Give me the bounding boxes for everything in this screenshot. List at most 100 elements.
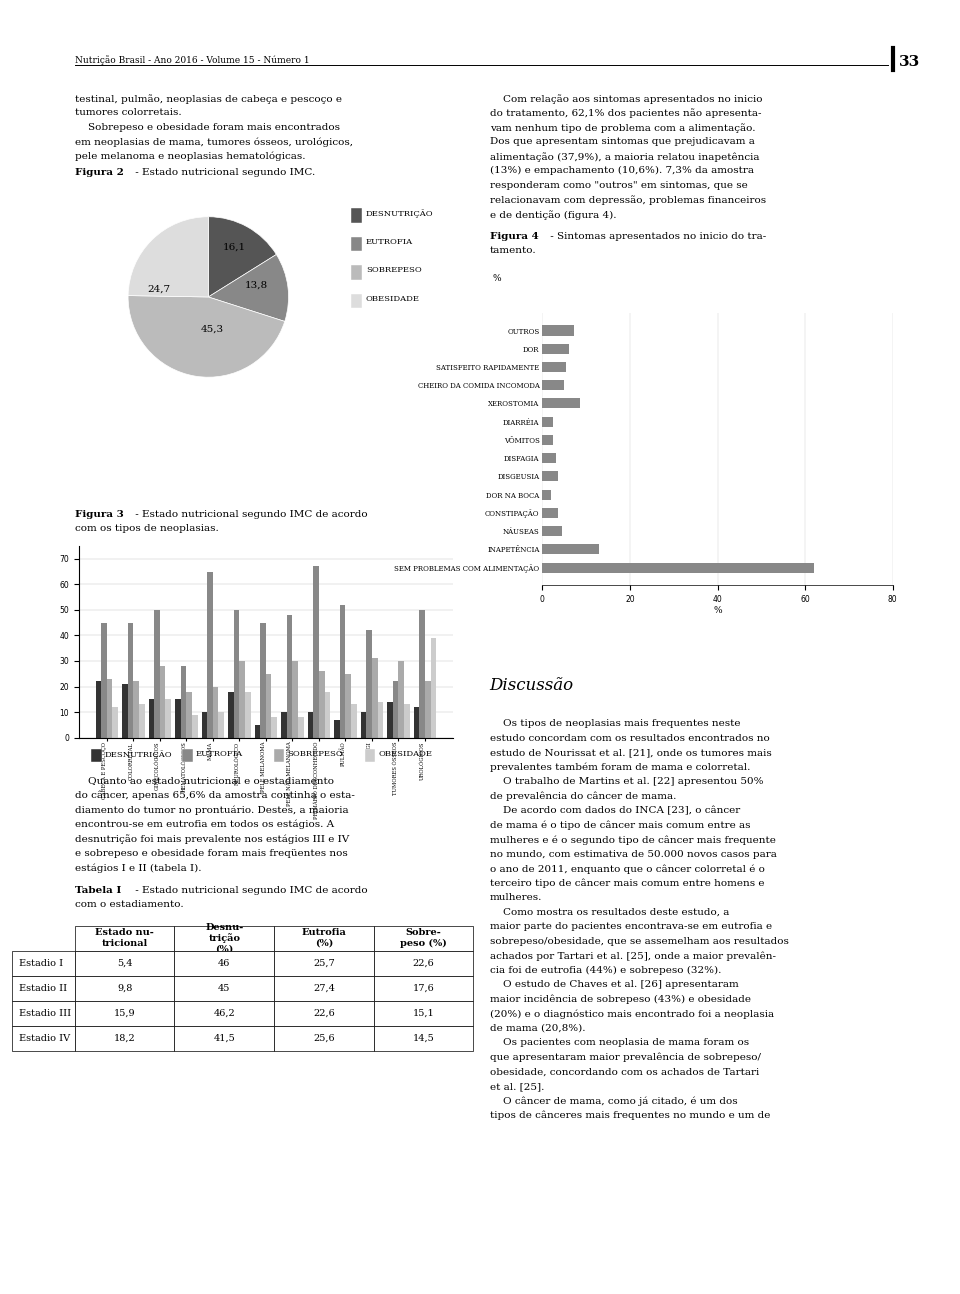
Text: mulheres.: mulheres. — [490, 893, 542, 902]
Bar — [542, 362, 566, 371]
Text: Figura 3: Figura 3 — [75, 510, 124, 519]
Bar — [542, 527, 563, 536]
Text: 13,8: 13,8 — [245, 281, 268, 290]
Bar — [542, 471, 558, 481]
Text: prevalentes também foram de mama e colorretal.: prevalentes também foram de mama e color… — [490, 763, 750, 773]
Bar — [245, 691, 251, 738]
Bar — [346, 674, 351, 738]
Text: mulheres e é o segundo tipo de câncer mais frequente: mulheres e é o segundo tipo de câncer ma… — [490, 836, 776, 845]
Bar — [404, 704, 410, 738]
Text: Como mostra os resultados deste estudo, a: Como mostra os resultados deste estudo, … — [490, 908, 729, 917]
Bar — [420, 609, 425, 738]
Bar — [112, 707, 118, 738]
Text: diamento do tumor no prontuário. Destes, a maioria: diamento do tumor no prontuário. Destes,… — [75, 805, 348, 815]
Text: Tabela I: Tabela I — [75, 885, 121, 894]
Text: Os pacientes com neoplasia de mama foram os: Os pacientes com neoplasia de mama foram… — [490, 1038, 749, 1047]
Text: maior incidência de sobrepeso (43%) e obesidade: maior incidência de sobrepeso (43%) e ob… — [490, 995, 751, 1004]
Text: DESNUTRIÇÃO: DESNUTRIÇÃO — [366, 210, 433, 217]
Bar — [542, 417, 553, 427]
Bar — [340, 604, 346, 738]
Text: que apresentaram maior prevalência de sobrepeso/: que apresentaram maior prevalência de so… — [490, 1053, 760, 1062]
Text: SOBREPESO: SOBREPESO — [366, 267, 421, 274]
Text: Discussão: Discussão — [490, 677, 574, 694]
Bar — [308, 712, 313, 738]
Bar — [281, 712, 287, 738]
Text: desnutrição foi mais prevalente nos estágios III e IV: desnutrição foi mais prevalente nos está… — [75, 835, 349, 844]
Bar — [351, 704, 356, 738]
Bar — [542, 326, 574, 335]
Bar — [377, 701, 383, 738]
Text: testinal, pulmão, neoplasias de cabeça e pescoço e: testinal, pulmão, neoplasias de cabeça e… — [75, 94, 342, 104]
Text: EUTROFIA: EUTROFIA — [366, 238, 413, 246]
Text: Figura 2: Figura 2 — [75, 168, 124, 177]
Wedge shape — [128, 216, 208, 298]
Text: OBESIDADE: OBESIDADE — [378, 751, 432, 758]
Bar — [139, 704, 145, 738]
Bar — [542, 399, 580, 409]
Bar — [367, 630, 372, 738]
Text: tamento.: tamento. — [490, 246, 537, 255]
X-axis label: %: % — [713, 607, 722, 616]
Text: OBESIDADE: OBESIDADE — [366, 295, 420, 303]
Bar — [287, 615, 293, 738]
Wedge shape — [208, 217, 276, 298]
Bar — [430, 638, 436, 738]
Text: relacionavam com depressão, problemas financeiros: relacionavam com depressão, problemas fi… — [490, 195, 766, 204]
Text: (20%) e o diagnóstico mais encontrado foi a neoplasia: (20%) e o diagnóstico mais encontrado fo… — [490, 1009, 774, 1018]
Text: estágios I e II (tabela I).: estágios I e II (tabela I). — [75, 863, 202, 873]
Text: achados por Tartari et al. [25], onde a maior prevalên-: achados por Tartari et al. [25], onde a … — [490, 951, 776, 961]
Text: tumores colorretais.: tumores colorretais. — [75, 109, 181, 118]
Bar — [160, 666, 165, 738]
Bar — [298, 717, 303, 738]
Bar — [266, 674, 272, 738]
Text: o ano de 2011, enquanto que o câncer colorretal é o: o ano de 2011, enquanto que o câncer col… — [490, 864, 764, 873]
Text: et al. [25].: et al. [25]. — [490, 1082, 544, 1091]
Text: maior parte do pacientes encontrava-se em eutrofia e: maior parte do pacientes encontrava-se e… — [490, 923, 772, 932]
Bar — [334, 719, 340, 738]
Bar — [324, 691, 330, 738]
Bar — [542, 380, 564, 391]
Bar — [107, 679, 112, 738]
Bar — [272, 717, 277, 738]
Text: O câncer de mama, como já citado, é um dos: O câncer de mama, como já citado, é um d… — [490, 1096, 737, 1106]
Text: tipos de cânceres mais frequentes no mundo e um de: tipos de cânceres mais frequentes no mun… — [490, 1110, 770, 1121]
Bar — [372, 659, 377, 738]
Text: 45,3: 45,3 — [201, 325, 224, 334]
Text: com os tipos de neoplasias.: com os tipos de neoplasias. — [75, 524, 219, 533]
Text: responderam como "outros" em sintomas, que se: responderam como "outros" em sintomas, q… — [490, 181, 747, 190]
Bar — [202, 712, 207, 738]
Text: de prevalência do câncer de mama.: de prevalência do câncer de mama. — [490, 792, 676, 801]
Text: (13%) e empachamento (10,6%). 7,3% da amostra: (13%) e empachamento (10,6%). 7,3% da am… — [490, 167, 754, 176]
Wedge shape — [208, 255, 289, 321]
Text: estudo concordam com os resultados encontrados no: estudo concordam com os resultados encon… — [490, 734, 769, 743]
Bar — [213, 687, 219, 738]
Bar — [133, 682, 139, 738]
Bar — [414, 707, 420, 738]
Text: terceiro tipo de câncer mais comum entre homens e: terceiro tipo de câncer mais comum entre… — [490, 879, 764, 889]
Text: sobrepeso/obesidade, que se assemelham aos resultados: sobrepeso/obesidade, que se assemelham a… — [490, 937, 788, 946]
Text: Os tipos de neoplasias mais frequentes neste: Os tipos de neoplasias mais frequentes n… — [490, 719, 740, 729]
Bar — [254, 725, 260, 738]
Text: O estudo de Chaves et al. [26] apresentaram: O estudo de Chaves et al. [26] apresenta… — [490, 981, 738, 990]
Text: Figura 4: Figura 4 — [490, 232, 539, 241]
Text: EUTROFIA: EUTROFIA — [196, 751, 243, 758]
Text: e de dentição (figura 4).: e de dentição (figura 4). — [490, 210, 616, 220]
Bar — [398, 661, 404, 738]
Bar — [542, 563, 814, 572]
Bar — [542, 507, 558, 518]
Bar — [293, 661, 298, 738]
Bar — [165, 699, 171, 738]
Text: do tratamento, 62,1% dos pacientes não apresenta-: do tratamento, 62,1% dos pacientes não a… — [490, 109, 761, 118]
Text: - Estado nutricional segundo IMC.: - Estado nutricional segundo IMC. — [132, 168, 315, 177]
Bar — [239, 661, 245, 738]
Bar — [260, 622, 266, 738]
Bar — [192, 714, 198, 738]
Bar — [122, 685, 128, 738]
Text: 16,1: 16,1 — [223, 243, 246, 252]
Bar — [219, 712, 224, 738]
Bar — [542, 453, 556, 463]
Text: de mama é o tipo de câncer mais comum entre as: de mama é o tipo de câncer mais comum en… — [490, 820, 750, 831]
Bar — [128, 622, 133, 738]
Bar — [319, 672, 324, 738]
Text: O trabalho de Martins et al. [22] apresentou 50%: O trabalho de Martins et al. [22] aprese… — [490, 778, 763, 787]
